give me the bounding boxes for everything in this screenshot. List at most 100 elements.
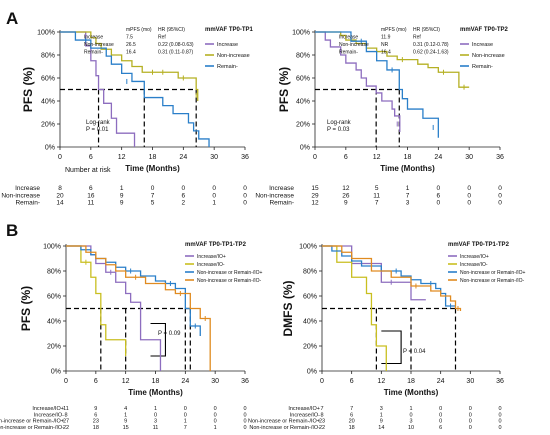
risk-count: 0 bbox=[469, 412, 472, 418]
p-value-annotation: Log-rank bbox=[327, 120, 352, 126]
risk-count: 0 bbox=[214, 406, 217, 412]
risk-count: 7 bbox=[375, 200, 379, 207]
risk-count: 26 bbox=[342, 192, 350, 199]
risk-count: 18 bbox=[349, 425, 355, 431]
risk-count: 6 bbox=[94, 412, 97, 418]
chart-legend-title: mmVAF TP0-TP1-TP2 bbox=[448, 242, 510, 248]
risk-count: 0 bbox=[498, 412, 501, 418]
y-tick-label: 0% bbox=[307, 369, 317, 376]
risk-count: 11 bbox=[63, 406, 69, 412]
stats-row-mpfs: 11.9 bbox=[381, 35, 391, 41]
legend-entry: Remain- bbox=[472, 64, 493, 70]
legend-entry: Increase bbox=[472, 42, 493, 48]
risk-count: 0 bbox=[243, 185, 247, 192]
risk-count: 0 bbox=[151, 185, 155, 192]
panel-label-a: A bbox=[6, 9, 18, 28]
p-value-annotation: Log-rank bbox=[86, 120, 111, 126]
risk-count: 7 bbox=[151, 192, 155, 199]
stats-row-mpfs: 26.5 bbox=[126, 42, 136, 48]
risk-count: 9 bbox=[380, 419, 383, 425]
risk-count: 1 bbox=[184, 419, 187, 425]
risk-row-label: Increase/IO- bbox=[290, 412, 320, 418]
x-tick-label: 0 bbox=[58, 154, 62, 161]
x-axis-title: Time (Months) bbox=[125, 164, 180, 173]
stats-row-label: Increase bbox=[339, 35, 358, 41]
risk-count: 0 bbox=[212, 185, 216, 192]
km-curve-1 bbox=[315, 31, 401, 133]
legend-entry: Non-increase bbox=[217, 53, 250, 59]
km-curve-3 bbox=[66, 245, 201, 336]
risk-count: 9 bbox=[344, 200, 348, 207]
x-tick-label: 18 bbox=[404, 154, 412, 161]
stats-row-label: Non-increase bbox=[84, 42, 114, 48]
risk-count: 11 bbox=[153, 425, 159, 431]
risk-count: 14 bbox=[56, 200, 64, 207]
y-tick-label: 0% bbox=[51, 369, 61, 376]
risk-count: 6 bbox=[437, 192, 441, 199]
risk-count: 0 bbox=[437, 200, 441, 207]
p-value-annotation: P = 0.01 bbox=[86, 127, 109, 133]
y-tick-label: 40% bbox=[303, 319, 317, 326]
x-axis-title: Time (Months) bbox=[380, 164, 435, 173]
stats-row-mpfs: 16.4 bbox=[381, 50, 391, 56]
x-tick-label: 24 bbox=[437, 378, 445, 385]
x-tick-label: 30 bbox=[210, 154, 218, 161]
y-tick-label: 80% bbox=[303, 269, 317, 276]
risk-count: 0 bbox=[243, 412, 246, 418]
risk-count: 9 bbox=[120, 200, 124, 207]
km-curve-4 bbox=[322, 245, 462, 311]
risk-count: 15 bbox=[311, 185, 319, 192]
x-tick-label: 36 bbox=[241, 378, 249, 385]
x-tick-label: 0 bbox=[320, 378, 324, 385]
y-tick-label: 80% bbox=[47, 269, 61, 276]
risk-count: 7 bbox=[406, 192, 410, 199]
risk-count: 0 bbox=[243, 425, 246, 431]
x-tick-label: 12 bbox=[377, 378, 385, 385]
y-tick-label: 40% bbox=[296, 99, 310, 106]
risk-count: 12 bbox=[311, 200, 319, 207]
stats-row-mpfs: NR bbox=[381, 42, 389, 48]
risk-count: 5 bbox=[375, 185, 379, 192]
legend-entry: Non-increase or Remain-/IO+ bbox=[197, 270, 263, 276]
stats-row-hr: 0.31 (0.11-0.87) bbox=[158, 50, 194, 56]
risk-count: 0 bbox=[437, 185, 441, 192]
risk-row-label: Increase bbox=[15, 185, 40, 192]
risk-count: 0 bbox=[184, 412, 187, 418]
x-tick-label: 6 bbox=[350, 378, 354, 385]
risk-count: 0 bbox=[154, 412, 157, 418]
stats-header-hr: HR (95%CI) bbox=[158, 27, 185, 33]
risk-count: 1 bbox=[380, 412, 383, 418]
legend-entry: Non-increase or Remain-/IO- bbox=[197, 278, 262, 284]
risk-count: 2 bbox=[182, 200, 186, 207]
risk-count: 15 bbox=[123, 425, 129, 431]
risk-count: 20 bbox=[349, 419, 355, 425]
risk-count: 0 bbox=[469, 406, 472, 412]
risk-count: 0 bbox=[498, 185, 502, 192]
km-chart-b1: 0 6 12 18 24 30 360%20%40%60%80%100%Time (Mont… bbox=[0, 242, 263, 431]
risk-count: 27 bbox=[63, 419, 69, 425]
km-chart-a1: 0 6 12 18 24 30 360%20%40%60%80%100%Time (Mont… bbox=[1, 27, 253, 207]
stats-row-label: Remain- bbox=[84, 50, 103, 56]
x-tick-label: 6 bbox=[89, 154, 93, 161]
y-tick-label: 100% bbox=[37, 30, 55, 37]
risk-count: 0 bbox=[243, 406, 246, 412]
y-tick-label: 60% bbox=[296, 76, 310, 83]
x-tick-label: 30 bbox=[465, 154, 473, 161]
x-axis-title: Time (Months) bbox=[384, 388, 439, 397]
p-value-annotation: P = 0.03 bbox=[327, 127, 350, 133]
stats-row-hr: 0.22 (0.08-0.63) bbox=[158, 42, 194, 48]
x-tick-label: 36 bbox=[496, 154, 504, 161]
x-tick-label: 6 bbox=[94, 378, 98, 385]
km-chart-b2: 0 6 12 18 24 30 360%20%40%60%80%100%Time (Mont… bbox=[248, 242, 526, 431]
y-axis-title: DMFS (%) bbox=[281, 281, 295, 337]
risk-count: 0 bbox=[243, 419, 246, 425]
risk-count: 8 bbox=[58, 185, 62, 192]
legend-entry: Non-increase bbox=[472, 53, 505, 59]
y-tick-label: 0% bbox=[45, 145, 55, 152]
legend-entry: Non-increase or Remain-/IO+ bbox=[460, 270, 526, 276]
p-value-annotation: P = 0.09 bbox=[158, 331, 181, 337]
y-tick-label: 80% bbox=[41, 53, 55, 60]
risk-count: 11 bbox=[373, 192, 380, 199]
risk-count: 0 bbox=[498, 419, 501, 425]
